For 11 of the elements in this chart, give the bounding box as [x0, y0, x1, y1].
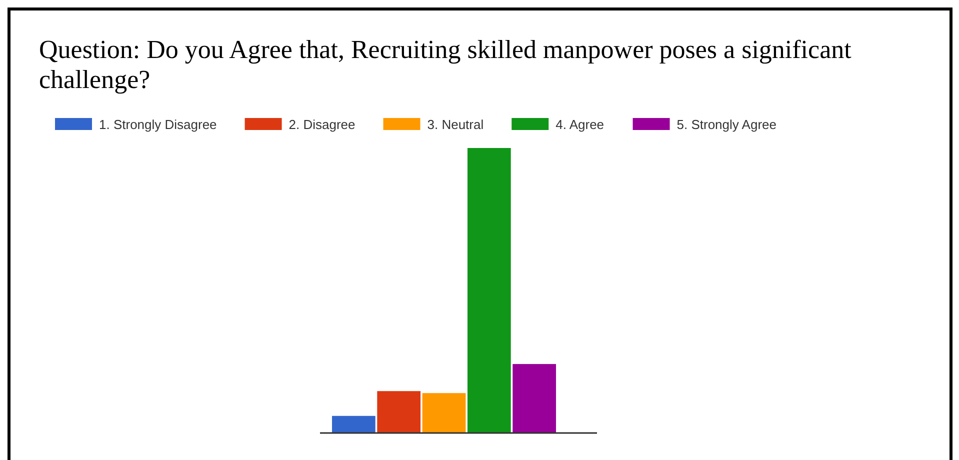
legend-label: 3. Neutral — [427, 117, 484, 132]
bar — [377, 391, 421, 433]
legend-label: 5. Strongly Agree — [676, 117, 776, 132]
legend-label: 4. Agree — [556, 117, 604, 132]
legend-label: 2. Disagree — [288, 117, 356, 132]
chart-title: Question: Do you Agree that, Recruiting skilled manpower poses a significant challenge? — [39, 35, 852, 94]
bar — [467, 148, 511, 433]
bar — [332, 416, 376, 433]
bar — [512, 364, 556, 433]
bar — [422, 393, 466, 433]
legend-label: 1. Strongly Disagree — [99, 117, 217, 132]
